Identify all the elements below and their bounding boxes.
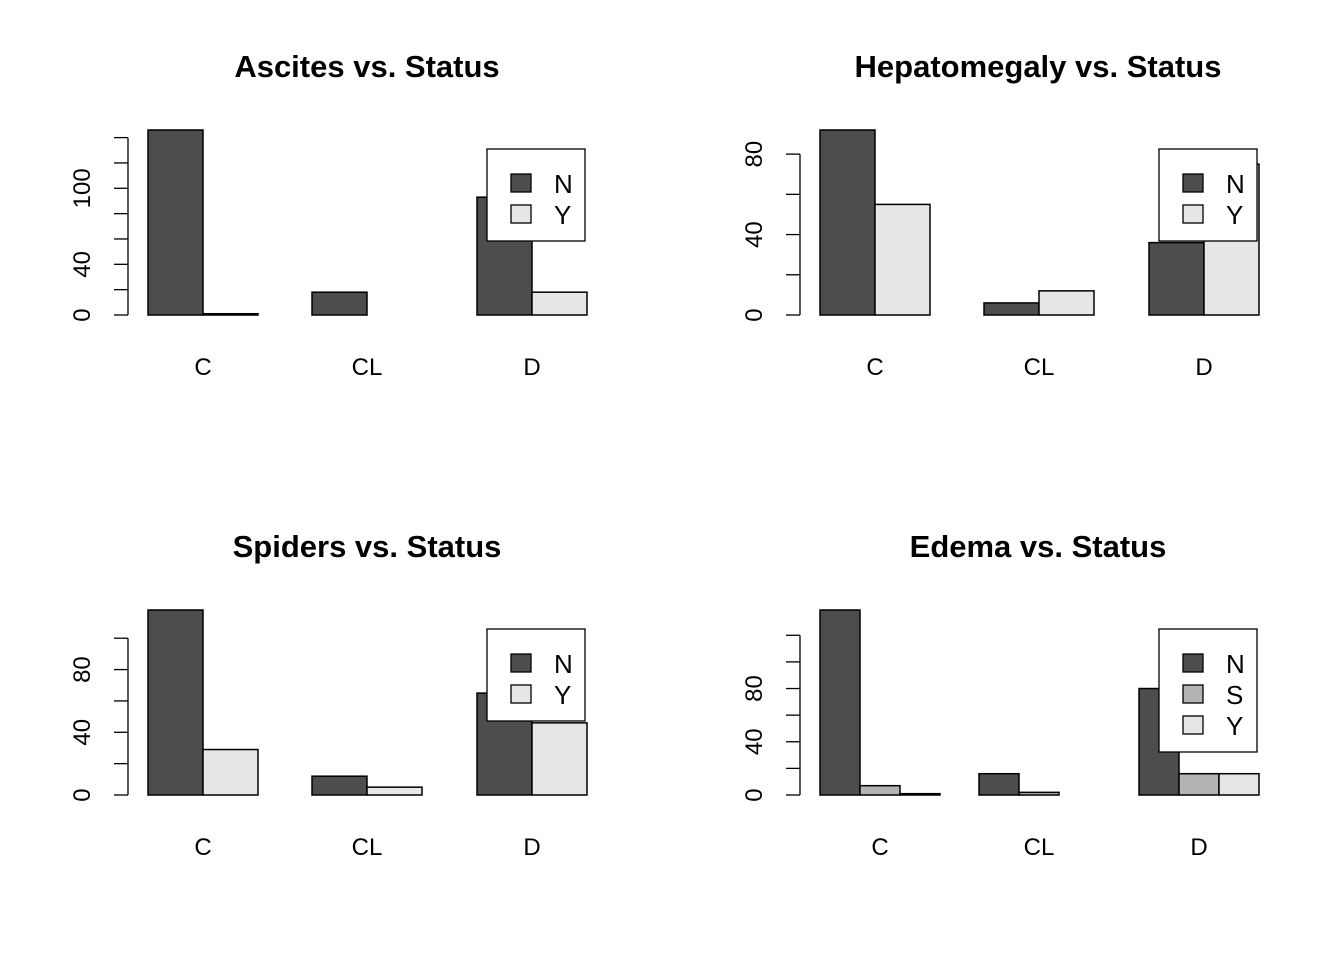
y-tick-label: 0 [741, 308, 768, 321]
bar-c-n [819, 609, 861, 796]
chart-panel-1: Ascites vs. Status 0 40 100 C CL D NY [69, 49, 588, 381]
bar-cl-n [978, 772, 1020, 796]
legend-box [486, 148, 586, 242]
legend-label-n: N [1226, 169, 1245, 199]
bar-d-y [531, 291, 588, 316]
legend-box [486, 628, 586, 722]
x-category-label: CL [1024, 834, 1055, 861]
x-category-label: D [523, 354, 540, 381]
y-tick-label: 40 [741, 728, 768, 755]
bar-cl-y [1038, 290, 1095, 316]
legend: NY [486, 628, 586, 722]
bar-c-s [859, 784, 901, 796]
bar-cl-n [311, 291, 368, 316]
legend: NY [486, 148, 586, 242]
chart-title: Edema vs. Status [910, 529, 1167, 564]
y-tick-label: 40 [69, 251, 96, 278]
legend-label-y: Y [1226, 711, 1243, 741]
y-tick-label: 0 [69, 308, 96, 321]
x-category-label: CL [352, 354, 383, 381]
chart-title: Ascites vs. Status [234, 49, 499, 84]
chart-panel-3: Spiders vs. Status 0 40 80 C CL D NY [69, 529, 588, 861]
bar-c-n [147, 609, 204, 796]
y-tick-label: 40 [741, 221, 768, 248]
legend-label-s: S [1226, 680, 1243, 710]
legend-swatch-s [1182, 684, 1204, 704]
bar-d-y [1218, 772, 1260, 796]
legend-box [1158, 628, 1258, 753]
legend-label-y: Y [554, 200, 571, 230]
legend-box [1158, 148, 1258, 242]
chart-panel-4: Edema vs. Status 0 40 80 C CL D NSY [741, 529, 1260, 861]
legend-label-n: N [554, 649, 573, 679]
x-category-label: D [523, 834, 540, 861]
x-category-label: C [866, 354, 883, 381]
bar-c-y [202, 312, 259, 316]
x-category-label: C [871, 834, 888, 861]
bar-c-y [202, 748, 259, 796]
x-category-label: CL [1024, 354, 1055, 381]
x-category-label: D [1195, 354, 1212, 381]
legend: NY [1158, 148, 1258, 242]
bar-cl-n [983, 302, 1040, 316]
chart-panel-2: Hepatomegaly vs. Status 0 40 80 C CL D NY [741, 49, 1260, 381]
x-category-label: D [1190, 834, 1207, 861]
y-tick-label: 0 [741, 788, 768, 801]
legend-swatch-n [1182, 653, 1204, 673]
legend-label-y: Y [554, 680, 571, 710]
bar-c-y [899, 792, 941, 796]
y-tick-label: 100 [69, 168, 96, 208]
y-tick-label: 0 [69, 788, 96, 801]
bar-cl-s [1018, 791, 1060, 796]
legend-swatch-y [1182, 715, 1204, 735]
x-category-label: CL [352, 834, 383, 861]
legend-swatch-y [1182, 204, 1204, 224]
legend-swatch-n [510, 653, 532, 673]
legend-label-n: N [554, 169, 573, 199]
chart-title: Hepatomegaly vs. Status [855, 49, 1222, 84]
bar-c-n [147, 129, 204, 316]
legend-swatch-y [510, 204, 532, 224]
bar-c-y [874, 203, 931, 316]
x-category-label: C [194, 834, 211, 861]
y-tick-label: 80 [741, 675, 768, 702]
bar-d-n [1148, 241, 1205, 316]
y-tick-label: 80 [741, 141, 768, 168]
legend-swatch-y [510, 684, 532, 704]
x-category-label: C [194, 354, 211, 381]
y-tick-label: 40 [69, 719, 96, 746]
bar-d-y [531, 722, 588, 796]
bar-cl-n [311, 775, 368, 796]
legend-swatch-n [1182, 173, 1204, 193]
y-tick-label: 80 [69, 656, 96, 683]
bar-cl-y [366, 786, 423, 796]
chart-title: Spiders vs. Status [233, 529, 502, 564]
legend-label-y: Y [1226, 200, 1243, 230]
legend-swatch-n [510, 173, 532, 193]
bar-d-s [1178, 772, 1220, 796]
legend: NSY [1158, 628, 1258, 753]
bar-c-n [819, 129, 876, 316]
legend-label-n: N [1226, 649, 1245, 679]
